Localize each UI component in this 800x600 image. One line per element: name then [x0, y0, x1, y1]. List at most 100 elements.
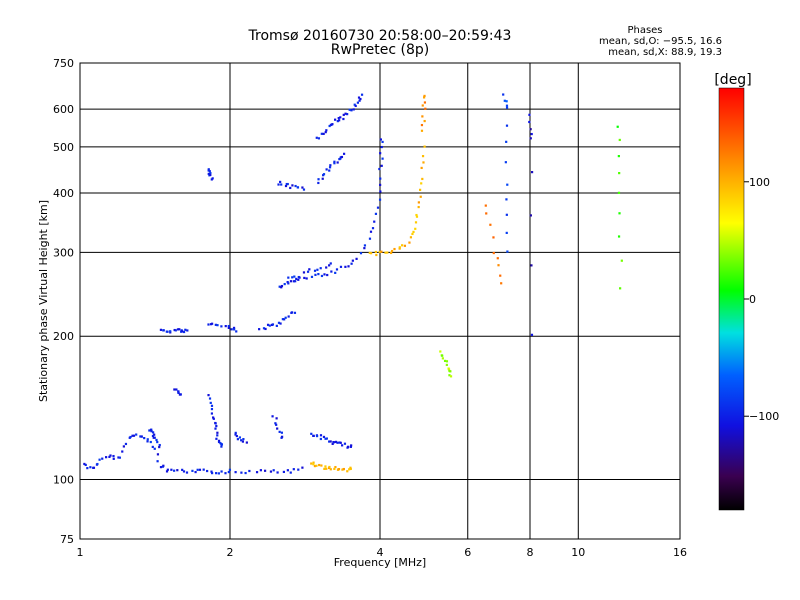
data-point [359, 252, 363, 255]
data-point [287, 276, 290, 279]
data-point [420, 123, 424, 127]
data-point [286, 469, 289, 472]
data-point [292, 468, 295, 471]
data-point [122, 445, 125, 448]
data-point [449, 370, 452, 373]
data-point [302, 271, 306, 274]
data-point [484, 204, 487, 207]
colorbar-tick-label: 0 [749, 293, 756, 306]
colorbar-tick-label: 100 [749, 176, 770, 189]
data-point [315, 136, 318, 139]
data-point [92, 466, 96, 469]
data-point [380, 145, 383, 149]
data-point [238, 436, 242, 439]
data-point [217, 440, 221, 444]
data-point [329, 440, 332, 443]
data-point [376, 206, 380, 209]
data-point [210, 178, 213, 181]
data-point [184, 328, 187, 331]
data-point [169, 330, 172, 333]
data-point [350, 109, 353, 112]
data-point [322, 435, 326, 439]
data-point [503, 99, 506, 102]
data-point [620, 259, 623, 262]
data-point [421, 115, 424, 118]
data-point [420, 182, 423, 185]
data-point [393, 247, 396, 251]
data-point [156, 460, 159, 463]
data-point [324, 131, 327, 134]
data-point [350, 262, 353, 265]
data-point [374, 250, 377, 254]
data-point [148, 429, 151, 432]
x-tick-label: 2 [227, 546, 234, 559]
data-point [279, 322, 282, 325]
data-point [217, 439, 221, 442]
data-point [210, 472, 214, 475]
data-point [255, 471, 259, 474]
data-point [207, 168, 210, 171]
data-point [312, 463, 315, 466]
y-tick-label: 300 [53, 246, 74, 259]
data-point [348, 468, 351, 471]
data-point [403, 244, 407, 247]
data-point [214, 323, 217, 326]
x-tick-label: 4 [377, 546, 384, 559]
data-point [155, 438, 158, 442]
data-point [317, 178, 320, 181]
data-point [379, 183, 382, 187]
data-point [224, 472, 227, 475]
data-point [325, 266, 328, 269]
data-point [112, 454, 115, 458]
data-point [132, 434, 136, 437]
data-point [228, 468, 232, 471]
data-point [283, 318, 286, 321]
data-point [421, 104, 424, 107]
data-point [295, 277, 298, 281]
data-point [289, 280, 293, 283]
data-point [333, 467, 336, 471]
data-point [333, 160, 336, 163]
data-point [306, 270, 310, 273]
data-point [355, 257, 358, 260]
data-point [417, 201, 420, 204]
data-point [181, 468, 184, 471]
data-point [409, 236, 413, 239]
data-point [287, 315, 290, 318]
data-point [359, 97, 362, 101]
data-point [296, 186, 299, 189]
data-point [344, 265, 347, 268]
data-point [308, 268, 311, 271]
data-point [445, 363, 448, 367]
data-point [232, 326, 236, 329]
data-point [292, 280, 295, 283]
data-point [314, 273, 317, 276]
data-point [210, 322, 214, 325]
data-point [207, 394, 210, 397]
data-point [233, 328, 236, 331]
data-point [220, 470, 223, 473]
data-point [319, 437, 322, 441]
data-point [310, 432, 313, 435]
data-point [174, 329, 177, 332]
data-point [619, 287, 622, 290]
data-point [212, 417, 215, 420]
data-point [297, 275, 300, 279]
data-point [291, 184, 294, 187]
data-point [331, 442, 334, 446]
data-point [379, 190, 382, 193]
data-point [380, 250, 383, 253]
data-point [329, 262, 332, 265]
data-point [275, 417, 278, 420]
data-point [275, 423, 278, 426]
data-point [159, 466, 163, 469]
data-point [234, 471, 237, 474]
data-point [268, 324, 271, 327]
data-point [245, 441, 248, 444]
chart-subtitle: RwPretec (8p) [331, 42, 429, 58]
data-point [505, 100, 508, 103]
data-point [334, 465, 337, 469]
data-point [302, 188, 306, 191]
data-point [500, 282, 503, 285]
data-point [420, 129, 424, 132]
